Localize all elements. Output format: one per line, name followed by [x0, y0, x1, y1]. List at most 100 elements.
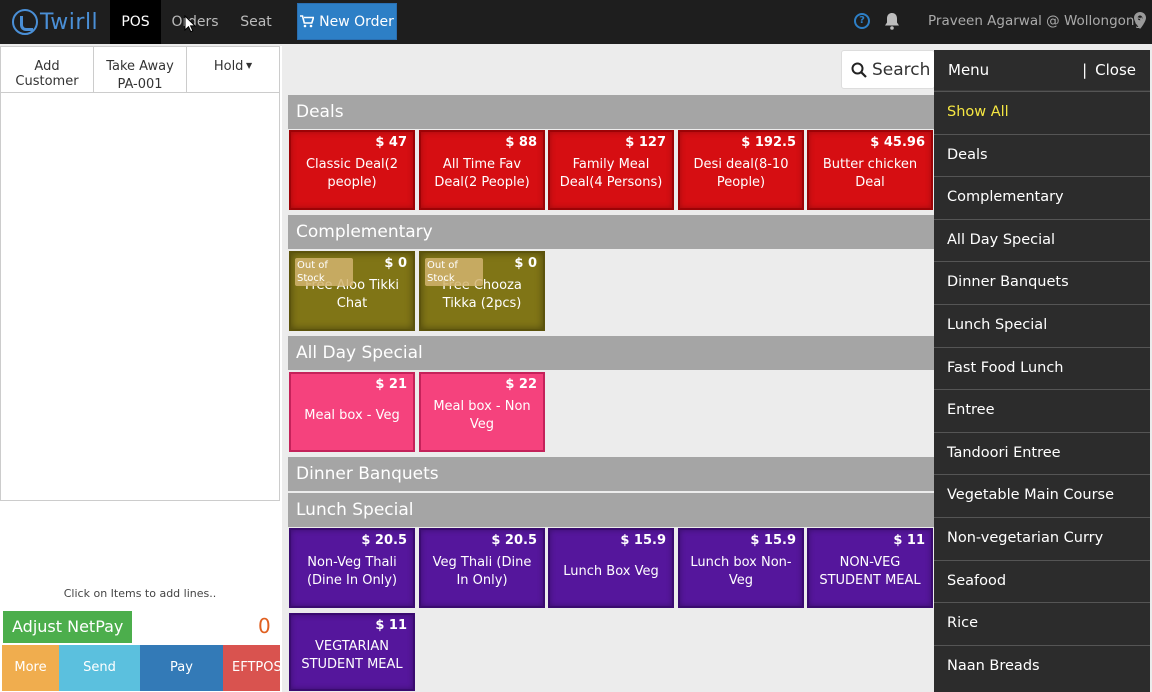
menu-header: Menu | Close: [934, 50, 1150, 91]
item-tile[interactable]: $ 20.5 Veg Thali (Dine In Only): [419, 528, 545, 608]
logo-mark-icon: [12, 9, 38, 35]
item-tile[interactable]: $ 45.96 Butter chicken Deal: [807, 130, 933, 210]
bell-icon[interactable]: [884, 12, 900, 30]
app-logo[interactable]: Twirll: [12, 8, 98, 36]
item-tile[interactable]: $ 127 Family Meal Deal(4 Persons): [548, 130, 674, 210]
item-tile[interactable]: $ 88 All Time Fav Deal(2 People): [419, 130, 545, 210]
hold-label: Hold: [214, 59, 244, 74]
eftpos-button[interactable]: EFTPOS: [223, 645, 280, 691]
item-name: Veg Thali (Dine In Only): [427, 554, 537, 590]
item-price: $ 45.96: [870, 134, 925, 152]
item-name: Lunch Box Veg: [563, 563, 658, 581]
item-tile[interactable]: $ 11 NON-VEG STUDENT MEAL: [807, 528, 933, 608]
menu-close-button[interactable]: | Close: [1082, 50, 1136, 91]
help-icon[interactable]: ?: [854, 13, 870, 29]
item-price: $ 88: [505, 134, 537, 152]
item-price: $ 15.9: [750, 532, 796, 550]
item-name: Meal box - Non Veg: [427, 398, 537, 434]
item-name: Desi deal(8-10 People): [686, 156, 796, 192]
item-name: All Time Fav Deal(2 People): [427, 156, 537, 192]
item-price: $ 15.9: [620, 532, 666, 550]
item-price: $ 22: [505, 376, 537, 394]
item-name: VEGTARIAN STUDENT MEAL: [297, 638, 407, 674]
section-header-dinner-banquets: Dinner Banquets: [288, 457, 934, 491]
out-of-stock-badge: Out of Stock: [425, 258, 483, 286]
new-order-button[interactable]: New Order: [297, 3, 397, 40]
search-icon: [851, 62, 867, 78]
menu-item-complementary[interactable]: Complementary: [934, 176, 1150, 219]
menu-close-label: Close: [1095, 61, 1136, 79]
menu-item-all-day-special[interactable]: All Day Special: [934, 219, 1150, 262]
item-tile[interactable]: $ 20.5 Non-Veg Thali (Dine In Only): [289, 528, 415, 608]
hold-dropdown[interactable]: Hold ▼: [186, 46, 280, 93]
menu-item-show-all[interactable]: Show All: [934, 91, 1150, 134]
more-button[interactable]: More: [2, 645, 59, 691]
nav-tab-seat[interactable]: Seat: [234, 0, 278, 44]
item-name: Butter chicken Deal: [815, 156, 925, 192]
menu-item-rice[interactable]: Rice: [934, 602, 1150, 645]
order-panel: Add Customer Take Away PA-001 Hold ▼ Cli…: [0, 46, 282, 692]
out-of-stock-badge: Out of Stock: [295, 258, 353, 286]
item-tile[interactable]: $ 21 Meal box - Veg: [289, 372, 415, 452]
menu-item-deals[interactable]: Deals: [934, 134, 1150, 177]
menu-title: Menu: [948, 61, 989, 79]
item-tile[interactable]: Out of Stock$ 0Free Chooza Tikka (2pcs): [419, 251, 545, 331]
search-button[interactable]: Search: [841, 50, 935, 89]
category-menu: Menu | Close Show All Deals Complementary…: [934, 50, 1150, 692]
logo-text: Twirll: [40, 10, 98, 35]
section-header-all-day-special: All Day Special: [288, 336, 934, 370]
nav-tab-pos[interactable]: POS: [110, 0, 161, 44]
pay-button[interactable]: Pay: [140, 645, 223, 691]
menu-item-dinner-banquets[interactable]: Dinner Banquets: [934, 261, 1150, 304]
order-lines-hint: Click on Items to add lines..: [0, 587, 280, 600]
send-button[interactable]: Send: [59, 645, 140, 691]
menu-item-fast-food-lunch[interactable]: Fast Food Lunch: [934, 347, 1150, 390]
section-header-complementary: Complementary: [288, 215, 934, 249]
item-tile[interactable]: $ 15.9 Lunch box Non-Veg: [678, 528, 804, 608]
item-price: $ 20.5: [361, 532, 407, 550]
add-customer-button[interactable]: Add Customer: [0, 46, 94, 93]
item-name: Non-Veg Thali (Dine In Only): [297, 554, 407, 590]
item-name: Lunch box Non-Veg: [686, 554, 796, 590]
menu-item-vegetable-main-course[interactable]: Vegetable Main Course: [934, 474, 1150, 517]
menu-item-entree[interactable]: Entree: [934, 389, 1150, 432]
section-header-deals: Deals: [288, 95, 934, 129]
item-tile[interactable]: $ 192.5 Desi deal(8-10 People): [678, 130, 804, 210]
order-lines-area[interactable]: [0, 93, 280, 501]
item-price: $ 0: [384, 255, 407, 273]
item-price: $ 21: [375, 376, 407, 394]
cart-icon: [300, 15, 314, 28]
item-price: $ 20.5: [491, 532, 537, 550]
menu-item-seafood[interactable]: Seafood: [934, 560, 1150, 603]
item-name: Family Meal Deal(4 Persons): [556, 156, 666, 192]
item-tile[interactable]: $ 22 Meal box - Non Veg: [419, 372, 545, 452]
order-type-button[interactable]: Take Away PA-001: [93, 46, 187, 93]
location-pin-icon: [1134, 12, 1146, 29]
item-price: $ 47: [375, 134, 407, 152]
section-header-lunch-special: Lunch Special: [288, 493, 934, 527]
item-name: Meal box - Veg: [304, 407, 400, 425]
item-price: $ 127: [625, 134, 666, 152]
new-order-label: New Order: [319, 14, 394, 30]
user-location-label[interactable]: Praveen Agarwal @ Wollongong: [928, 13, 1143, 29]
item-price: $ 11: [375, 617, 407, 635]
item-price: $ 0: [514, 255, 537, 273]
menu-item-tandoori-entree[interactable]: Tandoori Entree: [934, 432, 1150, 475]
item-tile[interactable]: $ 11 VEGTARIAN STUDENT MEAL: [289, 613, 415, 691]
menu-item-naan-breads[interactable]: Naan Breads: [934, 645, 1150, 688]
top-navbar: Twirll POS Orders Seat New Order ? Prave…: [0, 0, 1152, 44]
order-type-label: Take Away: [94, 58, 186, 76]
menu-item-lunch-special[interactable]: Lunch Special: [934, 304, 1150, 347]
item-tile[interactable]: Out of Stock$ 0Free Aloo Tikki Chat: [289, 251, 415, 331]
mouse-cursor-icon: [184, 15, 196, 33]
item-name: Classic Deal(2 people): [297, 156, 407, 192]
item-tile[interactable]: $ 15.9 Lunch Box Veg: [548, 528, 674, 608]
adjust-netpay-button[interactable]: Adjust NetPay: [3, 611, 132, 643]
order-total: 0: [258, 614, 271, 638]
search-label: Search: [872, 60, 930, 80]
item-tile[interactable]: $ 47 Classic Deal(2 people): [289, 130, 415, 210]
order-number: PA-001: [94, 76, 186, 94]
item-price: $ 11: [893, 532, 925, 550]
menu-item-non-vegetarian-curry[interactable]: Non-vegetarian Curry: [934, 517, 1150, 560]
item-price: $ 192.5: [741, 134, 796, 152]
